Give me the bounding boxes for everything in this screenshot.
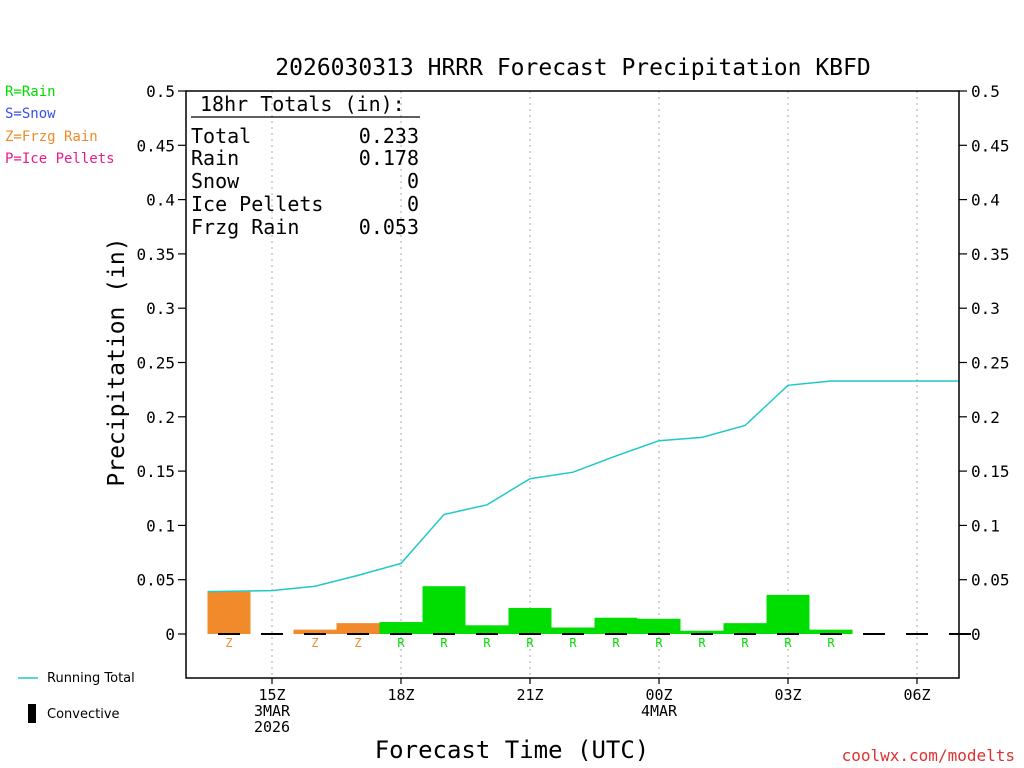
totals-row-label: Frzg Rain: [191, 215, 299, 239]
ptype-label: R: [612, 636, 620, 650]
ptype-label: R: [440, 636, 448, 650]
x-tick-label: 2026: [254, 718, 290, 736]
chart-title: 2026030313 HRRR Forecast Precipitation K…: [275, 55, 870, 81]
y-tick-label-left: 0.3: [146, 299, 175, 318]
x-tick-label: 06Z: [903, 686, 930, 704]
legend-running-total: Running Total: [47, 671, 135, 686]
y-tick-label-right: 0.35: [971, 245, 1010, 264]
legend-frzg-rain: Z=Frzg Rain: [5, 129, 98, 145]
y-tick-label-right: 0.2: [971, 408, 1000, 427]
ptype-label: R: [784, 636, 792, 650]
running-total-line: [207, 380, 959, 593]
x-tick-label: 18Z: [387, 686, 414, 704]
y-tick-label-right: 0: [971, 625, 981, 644]
totals-row-label: Ice Pellets: [191, 192, 323, 216]
ptype-label: Z: [225, 636, 232, 650]
plot-frame: [185, 90, 960, 679]
y-tick-label-right: 0.15: [971, 462, 1010, 481]
precip-bar: [723, 623, 767, 634]
totals-row-value: 0.053: [359, 215, 419, 239]
x-tick-label: 03Z: [774, 686, 801, 704]
y-tick-label-right: 0.45: [971, 136, 1010, 155]
totals-row-value: 0: [407, 192, 419, 216]
totals-row-value: 0.178: [359, 146, 419, 170]
watermark: coolwx.com/modelts: [842, 746, 1015, 765]
legend-rain: R=Rain: [5, 84, 56, 100]
ptype-label: R: [569, 636, 577, 650]
totals-row-value: 0: [407, 169, 419, 193]
precip-bar: [637, 618, 681, 634]
precip-bar: [508, 607, 552, 634]
grid-lines: [271, 91, 918, 678]
precip-bar: [809, 629, 853, 634]
totals-row-value: 0.233: [359, 124, 419, 148]
precip-bar: [551, 627, 595, 634]
y-tick-label-left: 0.45: [136, 136, 175, 155]
precip-bar: [207, 591, 251, 634]
ptype-label: R: [483, 636, 491, 650]
y-axis-ticks: 0 00.05 0.050.1 0.10.15 0.150.2 0.20.25 0.250.…: [136, 82, 1009, 644]
convective-legend-swatch: [28, 704, 36, 723]
legend-convective: Convective: [47, 707, 120, 722]
ptype-label: R: [655, 636, 663, 650]
x-axis-label: Forecast Time (UTC): [375, 736, 650, 764]
y-tick-label-right: 0.05: [971, 571, 1010, 590]
y-tick-label-left: 0.05: [136, 571, 175, 590]
y-tick-label-left: 0.25: [136, 354, 175, 373]
x-tick-label: 4MAR: [641, 702, 678, 720]
precip-bar: [680, 630, 724, 634]
totals-row-label: Snow: [191, 169, 240, 193]
y-tick-label-left: 0: [165, 625, 175, 644]
precip-bar: [766, 594, 810, 634]
y-tick-label-left: 0.5: [146, 82, 175, 101]
y-tick-label-right: 0.1: [971, 516, 1000, 535]
y-tick-label-left: 0.4: [146, 191, 175, 210]
y-tick-label-right: 0.3: [971, 299, 1000, 318]
ptype-label: R: [397, 636, 405, 650]
y-tick-label-right: 0.4: [971, 191, 1000, 210]
ptype-label: R: [698, 636, 706, 650]
y-tick-label-left: 0.1: [146, 516, 175, 535]
ptype-label: R: [741, 636, 749, 650]
precip-bar: [293, 629, 337, 634]
precip-bar: [379, 622, 423, 634]
legend-ice-pellets: P=Ice Pellets: [5, 151, 115, 167]
y-tick-label-right: 0.5: [971, 82, 1000, 101]
y-tick-label-left: 0.2: [146, 408, 175, 427]
totals-box: 18hr Totals (in): Total 0.233 Rain 0.178…: [191, 92, 420, 239]
precip-bar: [422, 586, 466, 634]
x-tick-label: 00Z: [645, 686, 672, 704]
totals-header: 18hr Totals (in):: [200, 92, 405, 116]
ptype-label: R: [827, 636, 835, 650]
x-tick-label: 15Z: [258, 686, 285, 704]
y-tick-label-left: 0.35: [136, 245, 175, 264]
ptype-label: Z: [354, 636, 361, 650]
x-tick-label: 21Z: [516, 686, 543, 704]
bars-group: [207, 586, 853, 634]
y-axis-label: Precipitation (in): [104, 237, 130, 486]
legend-snow: S=Snow: [5, 106, 56, 122]
ptype-label: R: [526, 636, 534, 650]
totals-row-label: Total: [191, 124, 251, 148]
x-tick-label: 3MAR: [254, 702, 291, 720]
y-tick-label-left: 0.15: [136, 462, 175, 481]
precip-bar: [465, 625, 509, 634]
y-tick-label-right: 0.25: [971, 354, 1010, 373]
precip-bar: [336, 623, 380, 634]
precip-bar: [594, 617, 638, 634]
totals-row-label: Rain: [191, 146, 239, 170]
ptype-label: Z: [311, 636, 318, 650]
